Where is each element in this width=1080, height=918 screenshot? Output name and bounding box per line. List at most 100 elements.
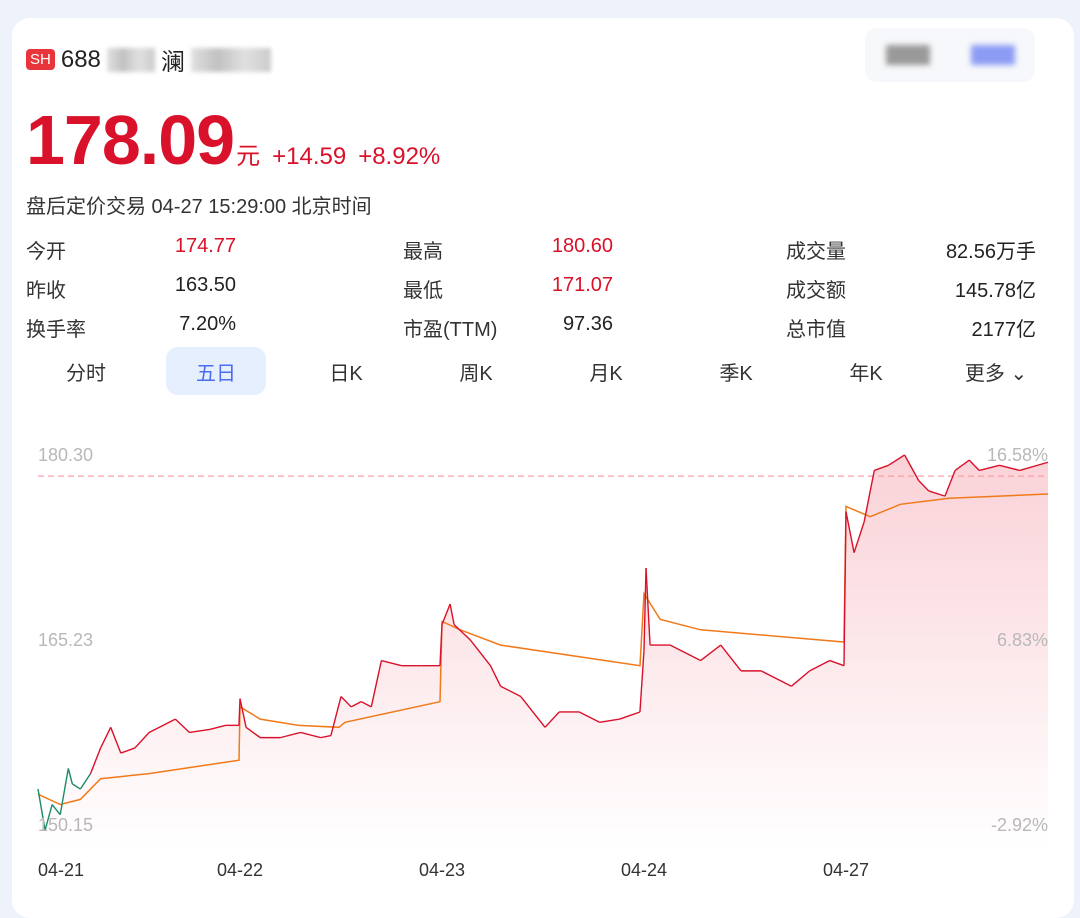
stat-item: 换手率 7.20% — [26, 313, 339, 342]
price-line-segment — [918, 480, 930, 492]
tab-季K[interactable]: 季K — [719, 362, 753, 385]
tab-分时[interactable]: 分时 — [66, 362, 106, 385]
stat-label: 总市值 — [786, 319, 846, 341]
price-line-segment — [489, 665, 502, 687]
x-tick-label: 04-22 — [217, 860, 263, 880]
price-line-segment — [79, 773, 92, 790]
price-line-segment — [645, 567, 651, 646]
price-line-segment — [174, 718, 190, 733]
stock-header: SH 688 澜 — [26, 42, 271, 77]
price-line-segment — [134, 731, 150, 749]
redacted-name — [190, 47, 271, 72]
price-line-segment — [439, 624, 443, 666]
price-line-segment — [469, 639, 492, 667]
price-line-segment — [51, 804, 61, 816]
price-line-segment — [853, 521, 865, 553]
stat-label: 最低 — [403, 280, 443, 302]
y-right-tick-label: 16.58% — [987, 445, 1048, 465]
tab-日K[interactable]: 日K — [329, 362, 363, 385]
x-tick-label: 04-27 — [823, 860, 869, 880]
price-line-segment — [954, 459, 970, 472]
action-button-left[interactable] — [885, 45, 930, 65]
price-line-segment — [845, 511, 855, 553]
price-line-segment — [300, 731, 321, 739]
stat-value: 2177亿 — [971, 319, 1037, 341]
stats-grid: 今开 174.77 最高 180.60 成交量 82.56万手昨收 163.50 最低 171.… — [26, 230, 1036, 347]
price-line-segment — [239, 698, 247, 728]
tab-周K[interactable]: 周K — [459, 362, 493, 385]
price-line-segment — [44, 804, 53, 831]
price-line-segment — [320, 734, 332, 739]
price-unit: 元 — [236, 143, 261, 170]
y-left-tick-label: 180.30 — [38, 445, 93, 465]
price-line-segment — [453, 624, 471, 641]
tab-五日[interactable]: 五日 — [166, 347, 266, 395]
trade-status: 盘后定价交易 04-27 15:29:00 北京时间 — [26, 196, 372, 218]
price-line-segment — [599, 718, 620, 723]
stat-label: 换手率 — [26, 319, 86, 341]
price-line-segment — [330, 696, 342, 736]
price-line-segment — [71, 783, 81, 790]
x-tick-label: 04-24 — [621, 860, 667, 880]
price-line-segment — [928, 490, 946, 497]
price-line-segment — [340, 696, 352, 708]
stat-label: 最高 — [403, 241, 443, 263]
action-button-right[interactable] — [970, 45, 1015, 65]
price-line-segment — [809, 659, 831, 672]
price-line-segment — [99, 727, 112, 749]
price-change-pct: +8.92% — [358, 143, 441, 170]
stat-item: 成交量 82.56万手 — [716, 235, 1036, 264]
price-line-segment — [829, 659, 845, 667]
y-right-tick-label: 6.83% — [997, 630, 1048, 650]
stat-value: 82.56万手 — [945, 241, 1036, 263]
price-line-segment — [979, 464, 1000, 472]
price-line-segment — [148, 718, 176, 734]
price-line-segment — [874, 464, 889, 472]
stat-item: 今开 174.77 — [26, 235, 339, 264]
x-tick-label: 04-23 — [419, 860, 465, 880]
stat-item: 市盈(TTM) 97.36 — [403, 313, 716, 342]
price-line-segment — [280, 731, 301, 739]
price-line-segment — [544, 711, 560, 728]
price-line-segment — [370, 660, 383, 707]
price-line-segment — [37, 788, 46, 831]
price-line-segment — [500, 685, 522, 698]
tab-更多 ⌄[interactable]: 更多 ⌄ — [964, 362, 1028, 385]
stat-value: 171.07 — [551, 274, 613, 296]
exchange-badge: SH — [26, 49, 55, 70]
price-line-segment — [791, 670, 811, 687]
redacted-code — [106, 47, 155, 72]
header-actions — [865, 28, 1035, 82]
stat-item: 昨收 163.50 — [26, 274, 339, 303]
tab-月K[interactable]: 月K — [589, 362, 623, 385]
stock-name: 澜 — [160, 49, 185, 76]
tab-年K[interactable]: 年K — [849, 362, 883, 385]
price-line-segment — [619, 711, 641, 720]
stock-code: 688 — [60, 45, 101, 73]
y-right-tick-label: -2.92% — [991, 815, 1048, 835]
y-left-tick-label: 150.15 — [38, 815, 93, 835]
stats-row: 换手率 7.20% 市盈(TTM) 97.36 总市值 2177亿 — [26, 308, 1036, 347]
price-line-segment — [944, 470, 956, 497]
stat-item: 最低 171.07 — [403, 274, 716, 303]
price-line-segment — [381, 659, 402, 667]
stat-item: 成交额 145.78亿 — [716, 274, 1036, 303]
stat-value: 180.60 — [551, 235, 613, 257]
price-line-segment — [449, 603, 455, 625]
price-line-segment — [863, 470, 875, 522]
y-left-tick-label: 165.23 — [38, 630, 93, 650]
price-line-segment — [67, 768, 74, 785]
stat-label: 今开 — [26, 241, 66, 263]
price-line-segment — [643, 568, 647, 651]
price-line-segment — [350, 701, 362, 708]
price-line-segment — [360, 701, 372, 708]
price-line-segment — [245, 726, 261, 739]
price-line-segment — [903, 454, 920, 481]
price-line-segment — [843, 511, 847, 666]
period-tabs: 分时 五日 日K 周K 月K 季K 年K 更多 ⌄ — [36, 347, 1046, 395]
stat-item: 总市值 2177亿 — [716, 313, 1036, 342]
stat-value: 7.20% — [179, 313, 236, 335]
price-line-segment — [639, 650, 645, 713]
stat-value: 163.50 — [174, 274, 236, 296]
